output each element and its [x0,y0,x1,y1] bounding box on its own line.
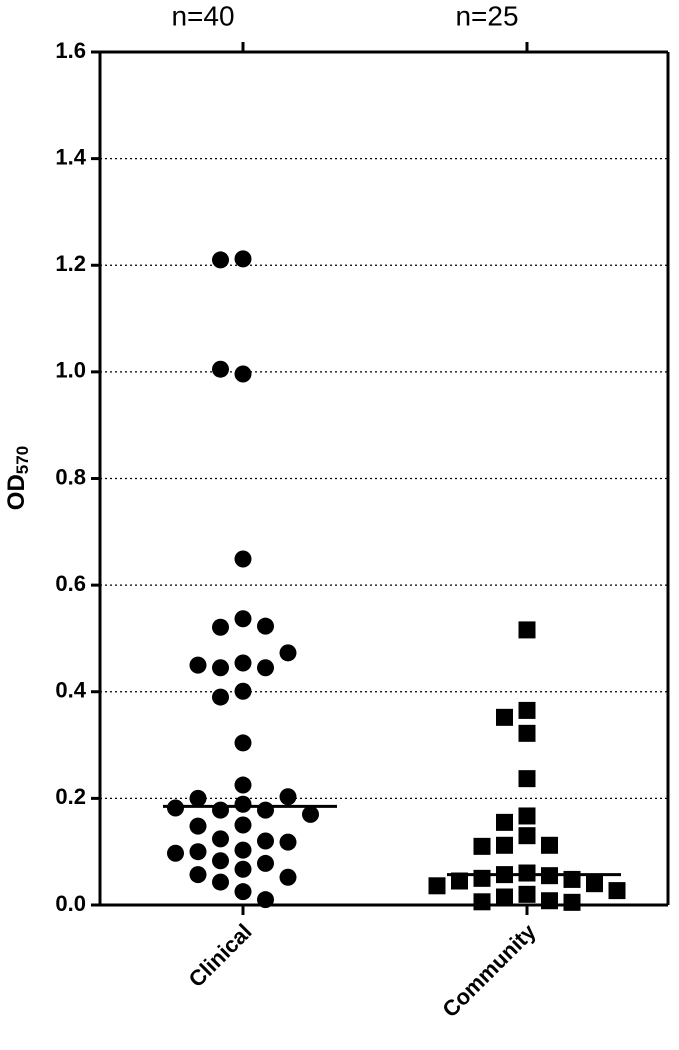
point [257,617,274,635]
point [234,734,252,752]
point [563,893,581,911]
point [518,827,536,845]
y-tick-label: 1.0 [55,358,86,383]
point [167,844,184,862]
n-annotation: n=40 [171,0,234,31]
point [189,843,207,861]
y-tick-label: 1.6 [55,38,86,63]
y-tick-label: 0.8 [55,464,86,489]
point [541,892,558,910]
y-axis-label-main: OD [3,474,30,510]
point [473,837,491,855]
point [212,618,229,636]
point [234,841,252,859]
point [234,550,252,568]
y-tick-label: 0.6 [55,571,86,596]
point [496,813,513,831]
point [212,830,229,848]
point [234,795,252,813]
n-annotation: n=25 [455,0,518,31]
point [189,817,207,835]
point [212,360,229,378]
point [234,610,252,628]
point [518,807,536,825]
point [518,864,536,882]
point [212,852,229,870]
point [234,365,252,383]
point [257,832,274,850]
point [518,770,536,788]
point [212,873,229,891]
point [428,877,446,895]
point [496,888,513,906]
point [257,659,274,677]
point [234,250,252,268]
point [234,776,252,794]
point [518,621,536,639]
x-tick-label: Clinical [184,919,257,992]
point [608,882,626,900]
point [257,891,274,909]
point [189,789,207,807]
point [234,860,252,878]
point [234,682,252,700]
point [212,251,229,269]
point [496,836,513,854]
point [167,799,184,817]
point [451,872,468,890]
point [279,833,297,851]
point [302,805,319,823]
y-axis-label-sub: 570 [13,446,32,474]
point [234,654,252,672]
point [518,701,536,719]
point [189,866,207,884]
point [518,724,536,742]
point [279,788,297,806]
point [473,869,491,887]
point [212,659,229,677]
y-axis-label: OD570 [3,446,32,510]
point [234,883,252,901]
point [279,644,297,662]
y-tick-label: 0.0 [55,891,86,916]
point [212,688,229,706]
point [234,816,252,834]
point [518,885,536,903]
x-tick-label: Community [437,918,541,1022]
point [279,868,297,886]
y-tick-label: 1.4 [55,144,86,169]
point [473,893,491,911]
y-tick-label: 1.2 [55,251,86,276]
point [496,708,513,726]
point [541,836,558,854]
point [586,875,603,893]
point [257,801,274,819]
point [257,854,274,872]
point [189,656,207,674]
y-tick-label: 0.4 [55,678,86,703]
point [212,801,229,819]
y-tick-label: 0.2 [55,784,86,809]
